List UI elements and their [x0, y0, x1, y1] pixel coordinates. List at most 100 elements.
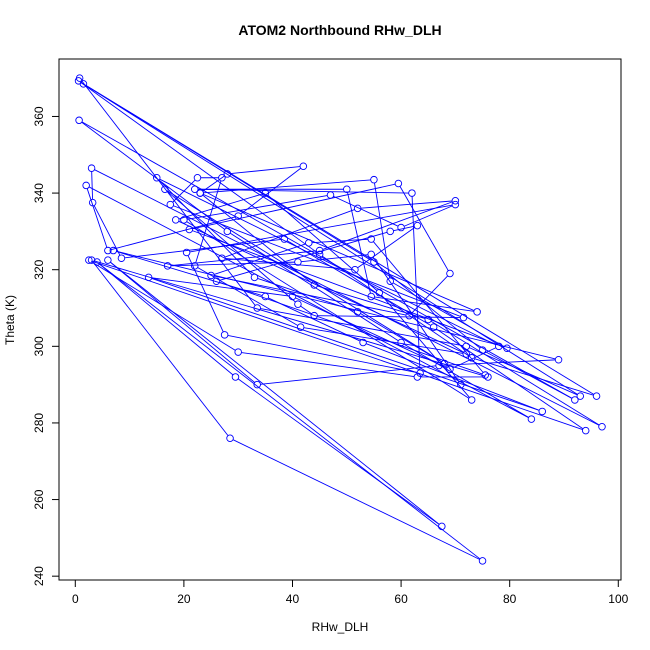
- data-point: [440, 359, 449, 368]
- series-segment: [110, 261, 255, 383]
- data-point: [296, 323, 305, 331]
- data-point: [462, 342, 470, 351]
- series-segment: [189, 204, 453, 253]
- series-segment: [81, 80, 256, 306]
- data-point: [367, 250, 375, 259]
- data-point: [481, 371, 490, 379]
- series-segment: [86, 188, 108, 248]
- series-segment: [203, 179, 371, 194]
- y-tick-label: 240: [32, 566, 46, 586]
- data-point: [446, 269, 454, 278]
- data-point: [109, 246, 118, 255]
- x-tick-label: 80: [503, 592, 517, 606]
- data-point: [212, 277, 221, 285]
- data-point: [424, 315, 432, 324]
- series-segment: [372, 256, 460, 383]
- x-tick-label: 100: [608, 592, 628, 606]
- y-tick-label: 260: [32, 489, 46, 509]
- data-point: [161, 185, 169, 193]
- data-point: [171, 216, 180, 224]
- series-segment: [374, 296, 474, 312]
- series-segment: [295, 297, 448, 369]
- series-segment: [411, 196, 421, 370]
- series-segment: [93, 262, 229, 436]
- data-point: [554, 355, 563, 364]
- data-point: [408, 189, 416, 197]
- data-point: [223, 227, 232, 236]
- series-segment: [347, 192, 371, 294]
- x-tick-label: 0: [72, 592, 79, 606]
- series-segment: [225, 258, 352, 270]
- data-point: [196, 189, 204, 197]
- data-point: [413, 221, 422, 230]
- data-point: [207, 271, 215, 280]
- series-segment: [110, 261, 440, 525]
- data-point: [234, 348, 242, 356]
- data-point: [223, 170, 232, 178]
- x-axis: 0 20 40 60 80 100: [72, 580, 629, 606]
- data-point: [598, 423, 606, 431]
- data-point: [429, 323, 438, 331]
- series-segment: [360, 200, 453, 209]
- data-point: [104, 256, 112, 264]
- series-segment: [381, 294, 470, 398]
- x-tick-label: 40: [286, 592, 300, 606]
- data-point: [467, 396, 476, 404]
- data-point: [294, 258, 302, 266]
- series-segment: [227, 335, 417, 373]
- data-point: [370, 175, 378, 184]
- data-point: [180, 216, 188, 224]
- data-point: [75, 116, 83, 125]
- y-tick-label: 340: [32, 183, 46, 203]
- data-point: [367, 292, 375, 301]
- data-point: [310, 281, 318, 289]
- series-segment: [99, 263, 481, 560]
- data-point: [117, 254, 126, 262]
- series-segment: [167, 190, 442, 363]
- data-point: [386, 227, 394, 236]
- series-segment: [187, 255, 224, 333]
- series-segment: [230, 166, 301, 175]
- data-point: [353, 204, 362, 213]
- data-point: [459, 313, 468, 322]
- series-segment: [219, 231, 388, 281]
- data-point: [326, 191, 335, 199]
- data-point: [571, 396, 579, 404]
- data-point: [397, 338, 405, 347]
- y-axis-label: Theta (K): [3, 295, 17, 345]
- data-point: [234, 212, 242, 220]
- series-segment: [99, 263, 234, 376]
- data-point: [144, 273, 153, 282]
- series-segment: [214, 275, 407, 316]
- x-tick-label: 20: [177, 592, 191, 606]
- chart-title: ATOM2 Northbound RHw_DLH: [238, 22, 441, 38]
- series-segment: [178, 193, 263, 220]
- series-segment: [229, 232, 399, 342]
- series-segment: [91, 171, 94, 200]
- data-point: [253, 304, 261, 312]
- data-point: [190, 185, 199, 193]
- series-segment: [167, 191, 296, 303]
- data-point: [185, 225, 194, 234]
- data-point: [353, 308, 362, 316]
- data-point: [538, 407, 547, 416]
- series-segment: [214, 243, 306, 275]
- data-point: [253, 380, 261, 389]
- series-segment: [86, 85, 372, 261]
- data-point: [478, 346, 487, 354]
- series-segment: [80, 82, 318, 253]
- series-segment: [224, 209, 355, 258]
- series-segment: [403, 343, 529, 418]
- data-point: [462, 350, 470, 358]
- series-segment: [116, 250, 556, 360]
- series-segment: [202, 175, 225, 192]
- data-point: [576, 392, 585, 400]
- series-segment: [241, 352, 415, 377]
- data-point: [495, 342, 503, 351]
- data-point: [305, 239, 313, 247]
- series-segment: [357, 227, 415, 269]
- data-point: [343, 185, 351, 193]
- series-segment: [232, 439, 480, 560]
- x-tick-label: 60: [394, 592, 408, 606]
- y-tick-label: 320: [32, 259, 46, 279]
